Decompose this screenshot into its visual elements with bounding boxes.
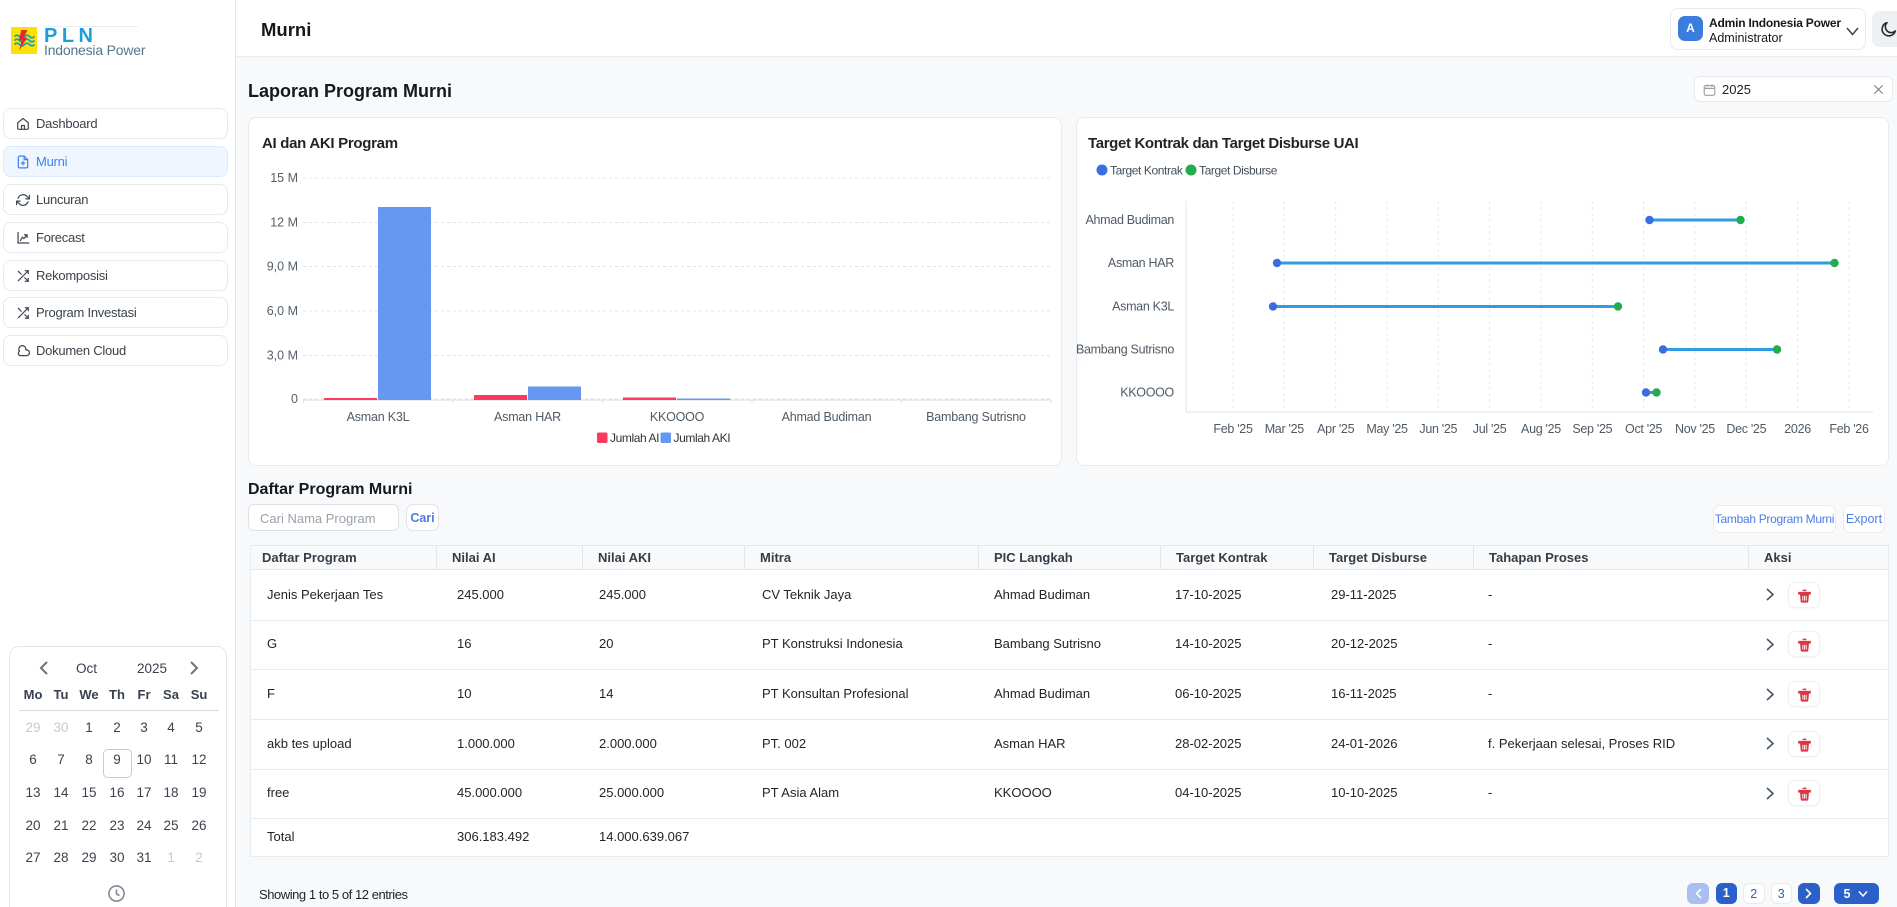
svg-text:Dec '25: Dec '25: [1726, 422, 1766, 436]
svg-text:15 M: 15 M: [270, 171, 298, 185]
svg-text:Feb '26: Feb '26: [1829, 422, 1869, 436]
svg-text:Feb '25: Feb '25: [1213, 422, 1253, 436]
svg-text:AI dan AKI Program: AI dan AKI Program: [262, 135, 398, 152]
svg-text:Target Kontrak dan Target Disb: Target Kontrak dan Target Disburse UAI: [1088, 135, 1359, 152]
svg-text:Nov '25: Nov '25: [1675, 422, 1715, 436]
svg-text:Ahmad Budiman: Ahmad Budiman: [1085, 213, 1174, 227]
svg-text:9,0 M: 9,0 M: [267, 260, 298, 274]
svg-text:Sep '25: Sep '25: [1572, 422, 1612, 436]
svg-text:Asman K3L: Asman K3L: [1112, 300, 1174, 314]
svg-text:Jumlah AI: Jumlah AI: [610, 431, 659, 445]
svg-text:Oct '25: Oct '25: [1625, 422, 1662, 436]
svg-text:Target Disburse: Target Disburse: [1199, 164, 1278, 178]
svg-text:Asman K3L: Asman K3L: [347, 410, 410, 424]
svg-text:12 M: 12 M: [270, 216, 298, 230]
svg-text:Bambang Sutrisno: Bambang Sutrisno: [1077, 343, 1174, 357]
svg-text:Asman HAR: Asman HAR: [1108, 256, 1174, 270]
svg-text:Bambang Sutrisno: Bambang Sutrisno: [926, 410, 1026, 424]
svg-text:0: 0: [291, 392, 298, 406]
svg-text:2026: 2026: [1784, 422, 1811, 436]
svg-text:Jun '25: Jun '25: [1419, 422, 1457, 436]
svg-text:Aug '25: Aug '25: [1521, 422, 1561, 436]
svg-text:Apr '25: Apr '25: [1317, 422, 1354, 436]
svg-text:3,0 M: 3,0 M: [267, 349, 298, 363]
svg-text:Mar '25: Mar '25: [1265, 422, 1305, 436]
svg-text:Ahmad Budiman: Ahmad Budiman: [782, 410, 872, 424]
svg-text:Jul '25: Jul '25: [1473, 422, 1507, 436]
svg-text:Target Kontrak: Target Kontrak: [1110, 164, 1184, 178]
svg-text:KKOOOO: KKOOOO: [1120, 386, 1174, 400]
svg-text:Jumlah AKI: Jumlah AKI: [674, 431, 731, 445]
svg-text:KKOOOO: KKOOOO: [650, 410, 705, 424]
svg-text:Asman HAR: Asman HAR: [494, 410, 561, 424]
svg-text:6,0 M: 6,0 M: [267, 304, 298, 318]
svg-text:May '25: May '25: [1366, 422, 1408, 436]
